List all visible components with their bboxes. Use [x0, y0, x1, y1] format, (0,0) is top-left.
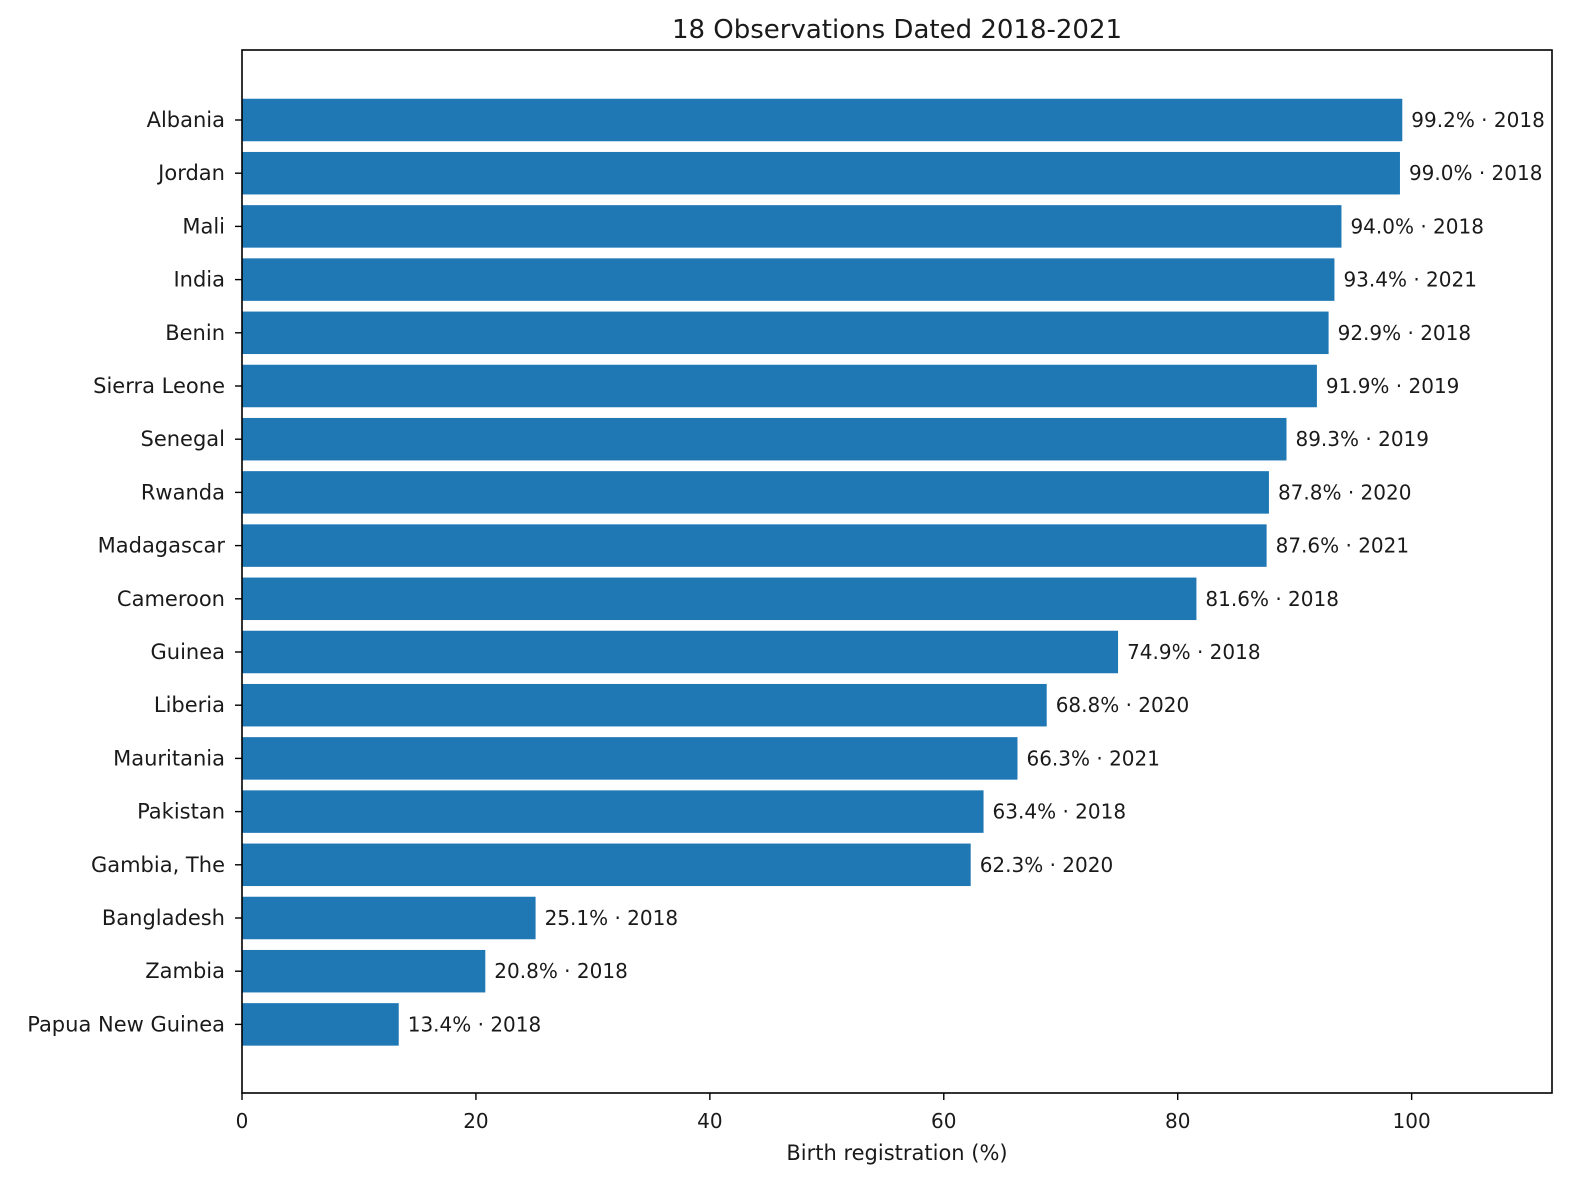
bar-mauritania	[242, 737, 1018, 780]
bar-guinea	[242, 630, 1119, 674]
x-axis-label: Birth registration (%)	[786, 1141, 1007, 1165]
category-label: India	[173, 268, 225, 292]
category-label: Pakistan	[137, 800, 225, 824]
x-tick-label: 100	[1393, 1109, 1431, 1133]
bar-benin	[242, 311, 1329, 355]
category-label: Mali	[182, 214, 225, 238]
x-tick-label: 60	[931, 1109, 956, 1133]
x-tick-label: 80	[1165, 1109, 1190, 1133]
bar-papua-new-guinea	[242, 1003, 399, 1046]
category-label: Sierra Leone	[93, 374, 225, 398]
category-label: Liberia	[154, 693, 225, 717]
bar-data-label: 68.8% · 2020	[1056, 693, 1190, 717]
bar-senegal	[242, 417, 1287, 461]
bar-data-label: 91.9% · 2019	[1326, 374, 1460, 398]
bar-gambia-the	[242, 843, 971, 887]
bar-data-label: 74.9% · 2018	[1127, 640, 1261, 664]
bar-data-label: 87.6% · 2021	[1276, 534, 1410, 558]
bar-data-label: 13.4% · 2018	[408, 1012, 542, 1036]
plot-frame	[241, 49, 1553, 1094]
bar-rwanda	[242, 471, 1269, 514]
x-tick-label: 40	[697, 1109, 722, 1133]
category-label: Cameroon	[117, 587, 225, 611]
bar-data-label: 93.4% · 2021	[1343, 268, 1477, 292]
bar-sierra-leone	[242, 364, 1317, 408]
category-label: Zambia	[145, 959, 225, 983]
bar-data-label: 87.8% · 2020	[1278, 480, 1412, 504]
category-label: Mauritania	[113, 746, 225, 770]
chart-title: 18 Observations Dated 2018-2021	[672, 15, 1122, 45]
bar-data-label: 92.9% · 2018	[1338, 321, 1472, 345]
bar-data-label: 63.4% · 2018	[993, 800, 1127, 824]
category-label: Jordan	[156, 161, 225, 185]
x-tick-label: 0	[236, 1109, 249, 1133]
bar-data-label: 66.3% · 2021	[1026, 746, 1160, 770]
category-labels: Albania Jordan Mali India Benin Sierra Leone S…	[27, 108, 242, 1036]
category-label: Senegal	[140, 427, 225, 451]
bar-data-label: 94.0% · 2018	[1350, 214, 1484, 238]
category-label: Guinea	[150, 640, 225, 664]
category-label: Rwanda	[141, 480, 225, 504]
bar-data-label: 20.8% · 2018	[494, 959, 628, 983]
bar-india	[242, 258, 1335, 301]
bar-data-label: 89.3% · 2019	[1295, 427, 1429, 451]
bars-group	[242, 98, 1403, 1046]
category-label: Madagascar	[98, 534, 226, 558]
bar-data-label: 81.6% · 2018	[1205, 587, 1339, 611]
bar-data-label: 99.2% · 2018	[1411, 108, 1545, 132]
bar-mali	[242, 205, 1342, 248]
x-axis-ticks: 0 20 40 60 80 100	[236, 1093, 1431, 1133]
x-tick-label: 20	[463, 1109, 488, 1133]
bar-data-label: 25.1% · 2018	[545, 906, 679, 930]
bar-data-label: 99.0% · 2018	[1409, 161, 1543, 185]
category-label: Gambia, The	[91, 853, 225, 877]
bar-albania	[242, 98, 1403, 142]
bar-data-label: 62.3% · 2020	[980, 853, 1114, 877]
bar-bangladesh	[242, 896, 536, 940]
category-label: Bangladesh	[102, 906, 225, 930]
bar-liberia	[242, 683, 1047, 727]
category-label: Albania	[147, 108, 225, 132]
bar-pakistan	[242, 790, 984, 833]
data-labels: 99.2% · 2018 99.0% · 2018 94.0% · 2018 93.4…	[408, 108, 1545, 1036]
bar-zambia	[242, 949, 486, 993]
bar-madagascar	[242, 524, 1267, 567]
category-label: Benin	[165, 321, 225, 345]
bar-jordan	[242, 151, 1400, 195]
bar-cameroon	[242, 577, 1197, 621]
category-label: Papua New Guinea	[27, 1012, 225, 1036]
